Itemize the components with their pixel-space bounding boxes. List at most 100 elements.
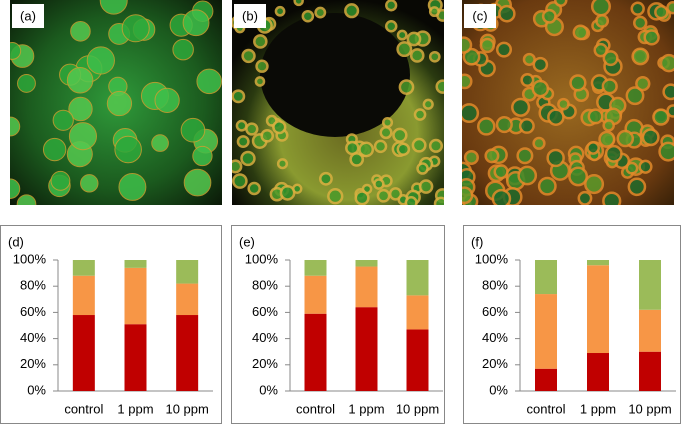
cell (327, 188, 344, 205)
y-tick-label: 0% (259, 382, 278, 397)
cell (255, 59, 269, 73)
cell (373, 178, 385, 190)
y-tick-label: 0% (27, 382, 46, 397)
bar-segment (639, 260, 661, 310)
cell (272, 119, 287, 135)
cell (518, 118, 535, 134)
bar-segment (535, 260, 557, 295)
cell (17, 73, 36, 93)
cell (557, 97, 570, 111)
cell (595, 13, 610, 28)
image-label: (a) (20, 8, 36, 23)
cell (517, 165, 538, 186)
cell (16, 194, 37, 205)
cell (404, 196, 418, 205)
cell (192, 145, 213, 167)
label-box (12, 4, 44, 28)
y-tick-label: 40% (20, 330, 46, 345)
image-label: (c) (472, 8, 487, 23)
cell (276, 158, 289, 170)
bar-segment (535, 294, 557, 369)
cell (247, 181, 261, 196)
cell (392, 127, 408, 143)
cell (631, 47, 650, 66)
bar-segment (406, 329, 429, 391)
cell (604, 144, 623, 163)
cell (516, 147, 534, 165)
cell (409, 48, 425, 63)
bar-segment (72, 275, 95, 316)
cell (627, 177, 647, 197)
cell (411, 137, 427, 153)
cell (462, 103, 480, 124)
dark-region (260, 13, 410, 137)
cell (240, 150, 256, 167)
bar-segment (124, 267, 147, 325)
cell (662, 83, 674, 101)
cell (498, 4, 516, 23)
label-box (234, 4, 266, 28)
cell (598, 130, 616, 148)
cell (235, 119, 248, 132)
label-box (464, 4, 496, 28)
cell (532, 136, 546, 150)
bar-segment (639, 351, 661, 391)
cell (260, 129, 275, 143)
y-tick-label: 20% (252, 356, 278, 371)
cell (279, 184, 296, 201)
cell (344, 3, 360, 19)
cell (495, 116, 513, 134)
cell (114, 135, 142, 164)
cell (293, 0, 304, 7)
cell (428, 50, 441, 63)
x-tick-label: control (296, 401, 335, 416)
y-tick-label: 20% (20, 356, 46, 371)
bar-segment (176, 283, 199, 316)
cell (616, 129, 635, 148)
cell (491, 188, 512, 205)
cell (633, 15, 648, 31)
cell (584, 174, 605, 195)
cell-texture (10, 0, 222, 205)
y-tick-label: 100% (245, 251, 279, 266)
bar-segment (406, 260, 429, 296)
x-tick-label: control (64, 401, 103, 416)
y-tick-label: 80% (20, 278, 46, 293)
bar-segment (355, 307, 378, 391)
bar-segment (72, 315, 95, 391)
chart-title: (e) (239, 234, 255, 249)
bar-segment (587, 265, 609, 354)
cell (232, 159, 243, 174)
chart-frame (463, 225, 681, 424)
cell (349, 152, 365, 167)
cell (625, 161, 639, 175)
cell (396, 142, 411, 157)
cell (537, 176, 557, 196)
cell (541, 8, 557, 24)
cell (121, 14, 150, 43)
cell (68, 96, 93, 122)
cell (373, 139, 388, 154)
y-tick-label: 80% (252, 278, 278, 293)
cell (462, 47, 481, 66)
cell (602, 50, 619, 67)
cell (196, 68, 222, 95)
cell (602, 119, 615, 132)
cell (384, 20, 398, 33)
cell (232, 89, 246, 104)
cell (495, 41, 513, 58)
y-tick-label: 100% (475, 251, 509, 266)
cell (182, 9, 210, 37)
chart-title: (d) (8, 234, 24, 249)
cell (151, 134, 169, 152)
cell (154, 87, 180, 113)
cell (658, 141, 674, 162)
x-tick-label: 10 ppm (165, 401, 208, 416)
bar-segment (406, 295, 429, 330)
cell (593, 42, 608, 58)
y-tick-label: 40% (252, 330, 278, 345)
cell (274, 5, 286, 17)
cell (10, 116, 21, 137)
cell (428, 138, 444, 153)
